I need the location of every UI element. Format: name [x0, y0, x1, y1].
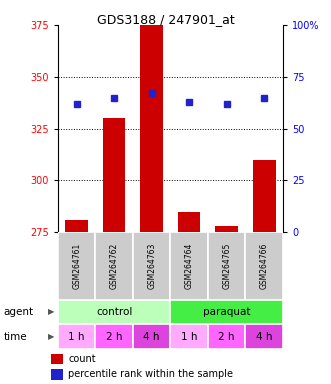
Bar — [140, 25, 163, 232]
Bar — [246, 232, 283, 300]
Text: percentile rank within the sample: percentile rank within the sample — [68, 369, 233, 379]
Bar — [95, 232, 133, 300]
Text: control: control — [96, 307, 132, 317]
Bar — [58, 232, 95, 300]
Bar — [58, 324, 95, 349]
Bar — [51, 354, 63, 364]
Text: 1 h: 1 h — [181, 332, 198, 342]
Text: GSM264764: GSM264764 — [185, 243, 194, 289]
Bar — [208, 232, 246, 300]
Bar — [103, 118, 125, 232]
Text: GSM264765: GSM264765 — [222, 243, 231, 289]
Text: paraquat: paraquat — [203, 307, 251, 317]
Text: time: time — [3, 332, 27, 342]
Text: GDS3188 / 247901_at: GDS3188 / 247901_at — [97, 13, 234, 26]
Text: 4 h: 4 h — [256, 332, 272, 342]
Bar — [66, 220, 88, 232]
Bar — [51, 369, 63, 380]
Bar — [215, 226, 238, 232]
Text: GSM264762: GSM264762 — [110, 243, 119, 289]
Bar — [133, 232, 170, 300]
Bar — [95, 324, 133, 349]
Bar — [170, 300, 283, 324]
Text: 2 h: 2 h — [218, 332, 235, 342]
Bar — [208, 324, 246, 349]
Bar — [246, 324, 283, 349]
Text: 4 h: 4 h — [143, 332, 160, 342]
Text: GSM264766: GSM264766 — [260, 243, 269, 289]
Text: GSM264761: GSM264761 — [72, 243, 81, 289]
Text: count: count — [68, 354, 96, 364]
Text: 2 h: 2 h — [106, 332, 122, 342]
Text: ▶: ▶ — [48, 333, 55, 341]
Bar — [170, 324, 208, 349]
Bar — [170, 232, 208, 300]
Bar — [133, 324, 170, 349]
Text: GSM264763: GSM264763 — [147, 243, 156, 289]
Text: agent: agent — [3, 307, 33, 317]
Bar — [58, 300, 170, 324]
Text: 1 h: 1 h — [69, 332, 85, 342]
Bar — [253, 160, 275, 232]
Bar — [178, 212, 201, 232]
Text: ▶: ▶ — [48, 308, 55, 316]
